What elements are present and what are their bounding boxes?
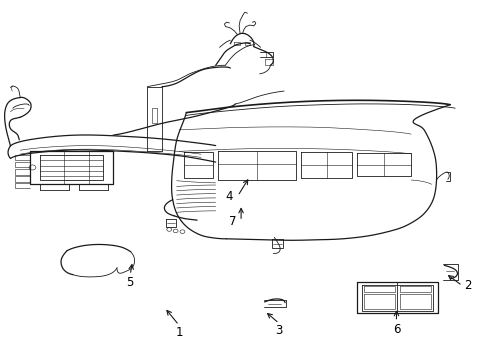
Text: 6: 6 [392, 323, 400, 336]
Text: 2: 2 [465, 279, 472, 292]
Text: 7: 7 [228, 215, 236, 228]
Text: 5: 5 [126, 276, 134, 289]
Text: 1: 1 [175, 326, 183, 339]
Text: 4: 4 [225, 190, 233, 203]
Text: 3: 3 [275, 324, 283, 337]
